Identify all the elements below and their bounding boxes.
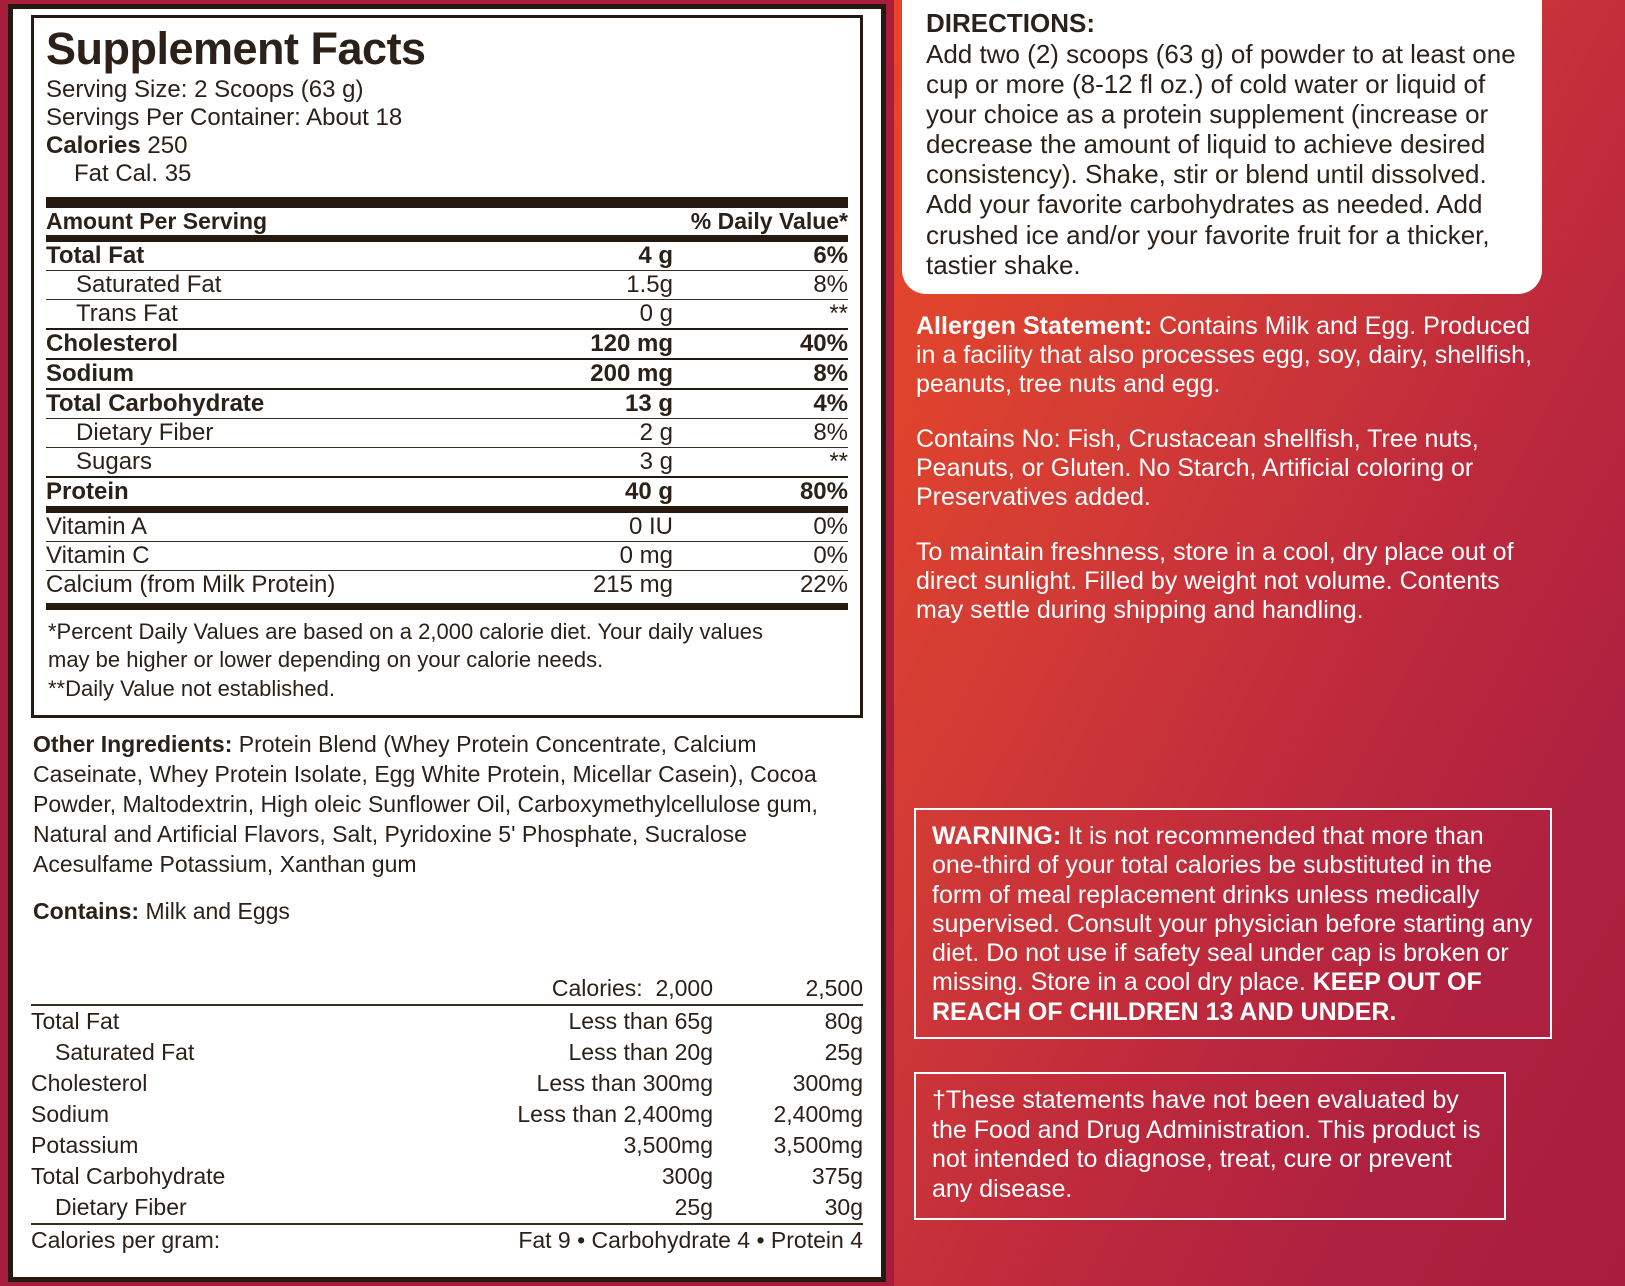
fda-disclaimer-text: †These statements have not been evaluate…	[932, 1086, 1481, 1203]
info-panel: DIRECTIONS: Add two (2) scoops (63 g) of…	[894, 0, 1625, 1286]
calories-label: Calories	[46, 132, 141, 160]
nutrition-table: Amount Per Serving % Daily Value*	[46, 208, 848, 235]
warning-box: WARNING: It is not recommended that more…	[914, 808, 1552, 1039]
table-row: Calcium (from Milk Protein) 215 mg 22%	[46, 569, 848, 599]
servings-per-container: Servings Per Container: About 18	[46, 103, 403, 131]
table-row: Vitamin C 0 mg 0%	[46, 540, 848, 571]
directions-body: Add two (2) scoops (63 g) of powder to a…	[926, 38, 1516, 280]
page-title: Supplement Facts	[46, 23, 426, 74]
supplement-facts-panel: Supplement Facts Serving Size: 2 Scoops …	[8, 4, 886, 1282]
table-row: Total Fat Less than 65g 80g	[31, 1003, 863, 1037]
table-row: Cholesterol 120 mg 40%	[46, 327, 848, 359]
allergen-label: Allergen Statement:	[916, 312, 1153, 340]
divider-mid-vitamins	[46, 505, 848, 513]
warning-label: WARNING:	[932, 822, 1062, 850]
table-row: Total Fat 4 g 6%	[46, 241, 848, 269]
calories-line: Calories 250	[46, 132, 848, 160]
daily-value-footnote: *Percent Daily Values are based on a 2,0…	[48, 618, 764, 701]
nutrition-header-row: Amount Per Serving % Daily Value*	[46, 208, 848, 235]
info-panel-content: DIRECTIONS: Add two (2) scoops (63 g) of…	[894, 0, 1625, 1286]
contains-label: Contains:	[33, 897, 140, 924]
reference-header-row: Calories: 2,000 2,500	[31, 973, 863, 1005]
table-row: Protein 40 g 80%	[46, 475, 848, 506]
reference-col2-header: 2,500	[805, 974, 863, 1001]
table-row: Sodium Less than 2,400mg 2,400mg	[31, 1100, 863, 1127]
reference-col1-header: 2,000	[655, 974, 713, 1001]
allergen-block: Allergen Statement: Contains Milk and Eg…	[916, 312, 1546, 625]
header-amount-per-serving: Amount Per Serving	[46, 207, 268, 234]
vitamins-table: Vitamin A 0 IU 0% Vitamin C 0 mg 0% Calc…	[46, 513, 848, 599]
nutrition-rows-table: Total Fat 4 g 6% Saturated Fat 1.5g 8% T…	[46, 242, 848, 506]
storage-statement: To maintain freshness, store in a cool, …	[916, 538, 1514, 624]
calories-per-gram-value: Fat 9 • Carbohydrate 4 • Protein 4	[438, 1222, 863, 1256]
header-daily-value: % Daily Value*	[690, 207, 848, 234]
contains-no-statement: Contains No: Fish, Crustacean shellfish,…	[916, 425, 1479, 511]
serving-size: Serving Size: 2 Scoops (63 g)	[46, 75, 364, 103]
table-row: Saturated Fat 1.5g 8%	[46, 269, 848, 300]
supplement-facts-box: Supplement Facts Serving Size: 2 Scoops …	[31, 15, 863, 719]
table-row: Trans Fat 0 g **	[46, 298, 848, 329]
contains-text: Milk and Eggs	[139, 897, 290, 924]
table-row: Dietary Fiber 25g 30g	[55, 1193, 863, 1220]
contains-statement: Contains: Milk and Eggs	[31, 880, 863, 925]
reference-calories-label: Calories:	[551, 974, 643, 1001]
fat-calories: Fat Cal. 35	[74, 160, 192, 188]
table-row: Potassium 3,500mg 3,500mg	[31, 1131, 863, 1158]
table-row: Dietary Fiber 2 g 8%	[46, 417, 848, 448]
warning-emphasis: KEEP OUT OF REACH OF CHILDREN 13 AND UND…	[932, 968, 1482, 1026]
directions-title: DIRECTIONS:	[926, 8, 1095, 38]
table-row: Sugars 3 g **	[46, 446, 848, 477]
daily-values-reference-table: Calories: 2,000 2,500 Total Fat Less tha…	[31, 973, 863, 1256]
calories-value: 250	[147, 132, 188, 160]
table-row: Vitamin A 0 IU 0%	[46, 512, 848, 540]
warning-body: It is not recommended that more than one…	[932, 822, 1533, 997]
other-ingredients-text: Protein Blend (Whey Protein Concentrate,…	[33, 731, 818, 878]
divider-mid	[46, 234, 848, 242]
calories-per-gram-label: Calories per gram:	[31, 1222, 438, 1256]
table-row: Sodium 200 mg 8%	[46, 357, 848, 389]
calories-per-gram-row: Calories per gram: Fat 9 • Carbohydrate …	[31, 1222, 863, 1256]
divider-thick-top	[46, 196, 848, 208]
table-row: Total Carbohydrate 300g 375g	[31, 1162, 863, 1189]
table-row: Cholesterol Less than 300mg 300mg	[31, 1069, 863, 1096]
table-row: Saturated Fat Less than 20g 25g	[55, 1038, 863, 1065]
allergen-statement: Allergen Statement: Contains Milk and Eg…	[916, 312, 1546, 399]
directions-box: DIRECTIONS: Add two (2) scoops (63 g) of…	[902, 0, 1542, 294]
other-ingredients-label: Other Ingredients:	[33, 731, 233, 758]
table-row: Total Carbohydrate 13 g 4%	[46, 387, 848, 419]
divider-mid-footnote	[46, 602, 848, 610]
allergen-text: Contains Milk and Egg. Produced in a fac…	[916, 312, 1533, 398]
other-ingredients: Other Ingredients: Protein Blend (Whey P…	[31, 718, 863, 879]
fda-disclaimer-box: †These statements have not been evaluate…	[914, 1072, 1506, 1220]
supplement-facts-content: Supplement Facts Serving Size: 2 Scoops …	[13, 9, 881, 1277]
